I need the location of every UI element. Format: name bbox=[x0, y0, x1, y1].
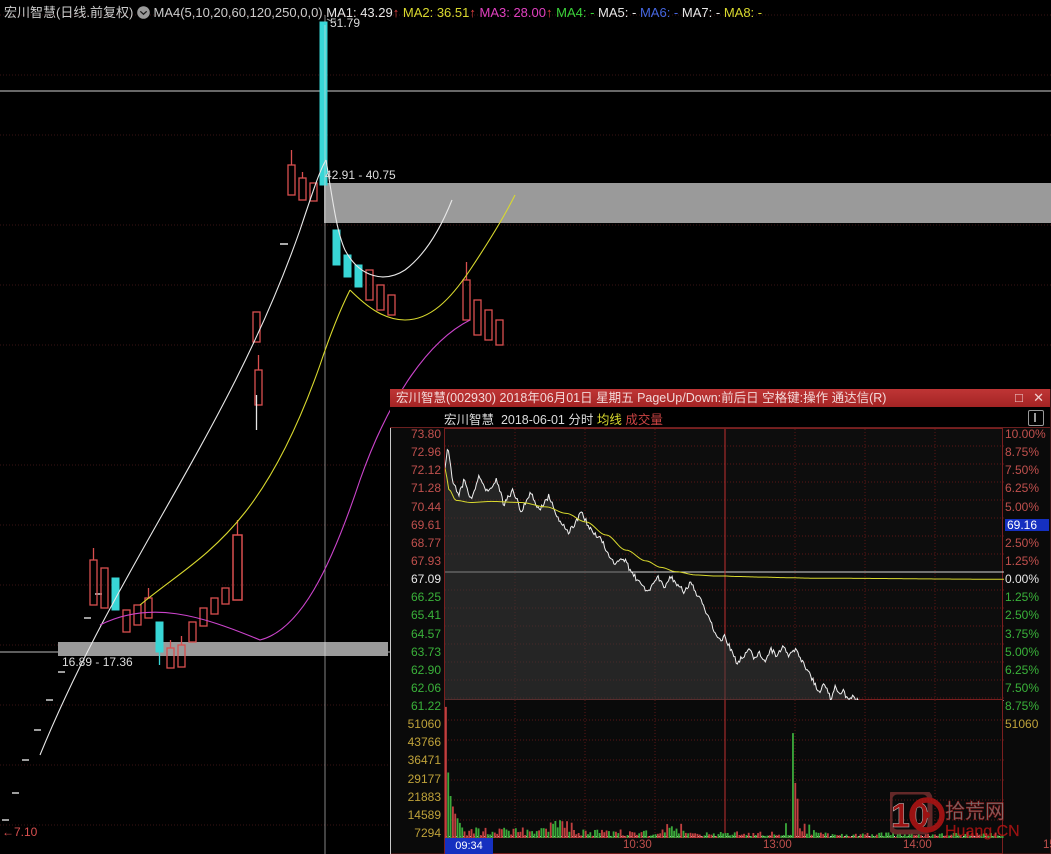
svg-text:拾荒网: 拾荒网 bbox=[945, 800, 1005, 823]
svg-text:Huang.CN: Huang.CN bbox=[945, 823, 1020, 840]
